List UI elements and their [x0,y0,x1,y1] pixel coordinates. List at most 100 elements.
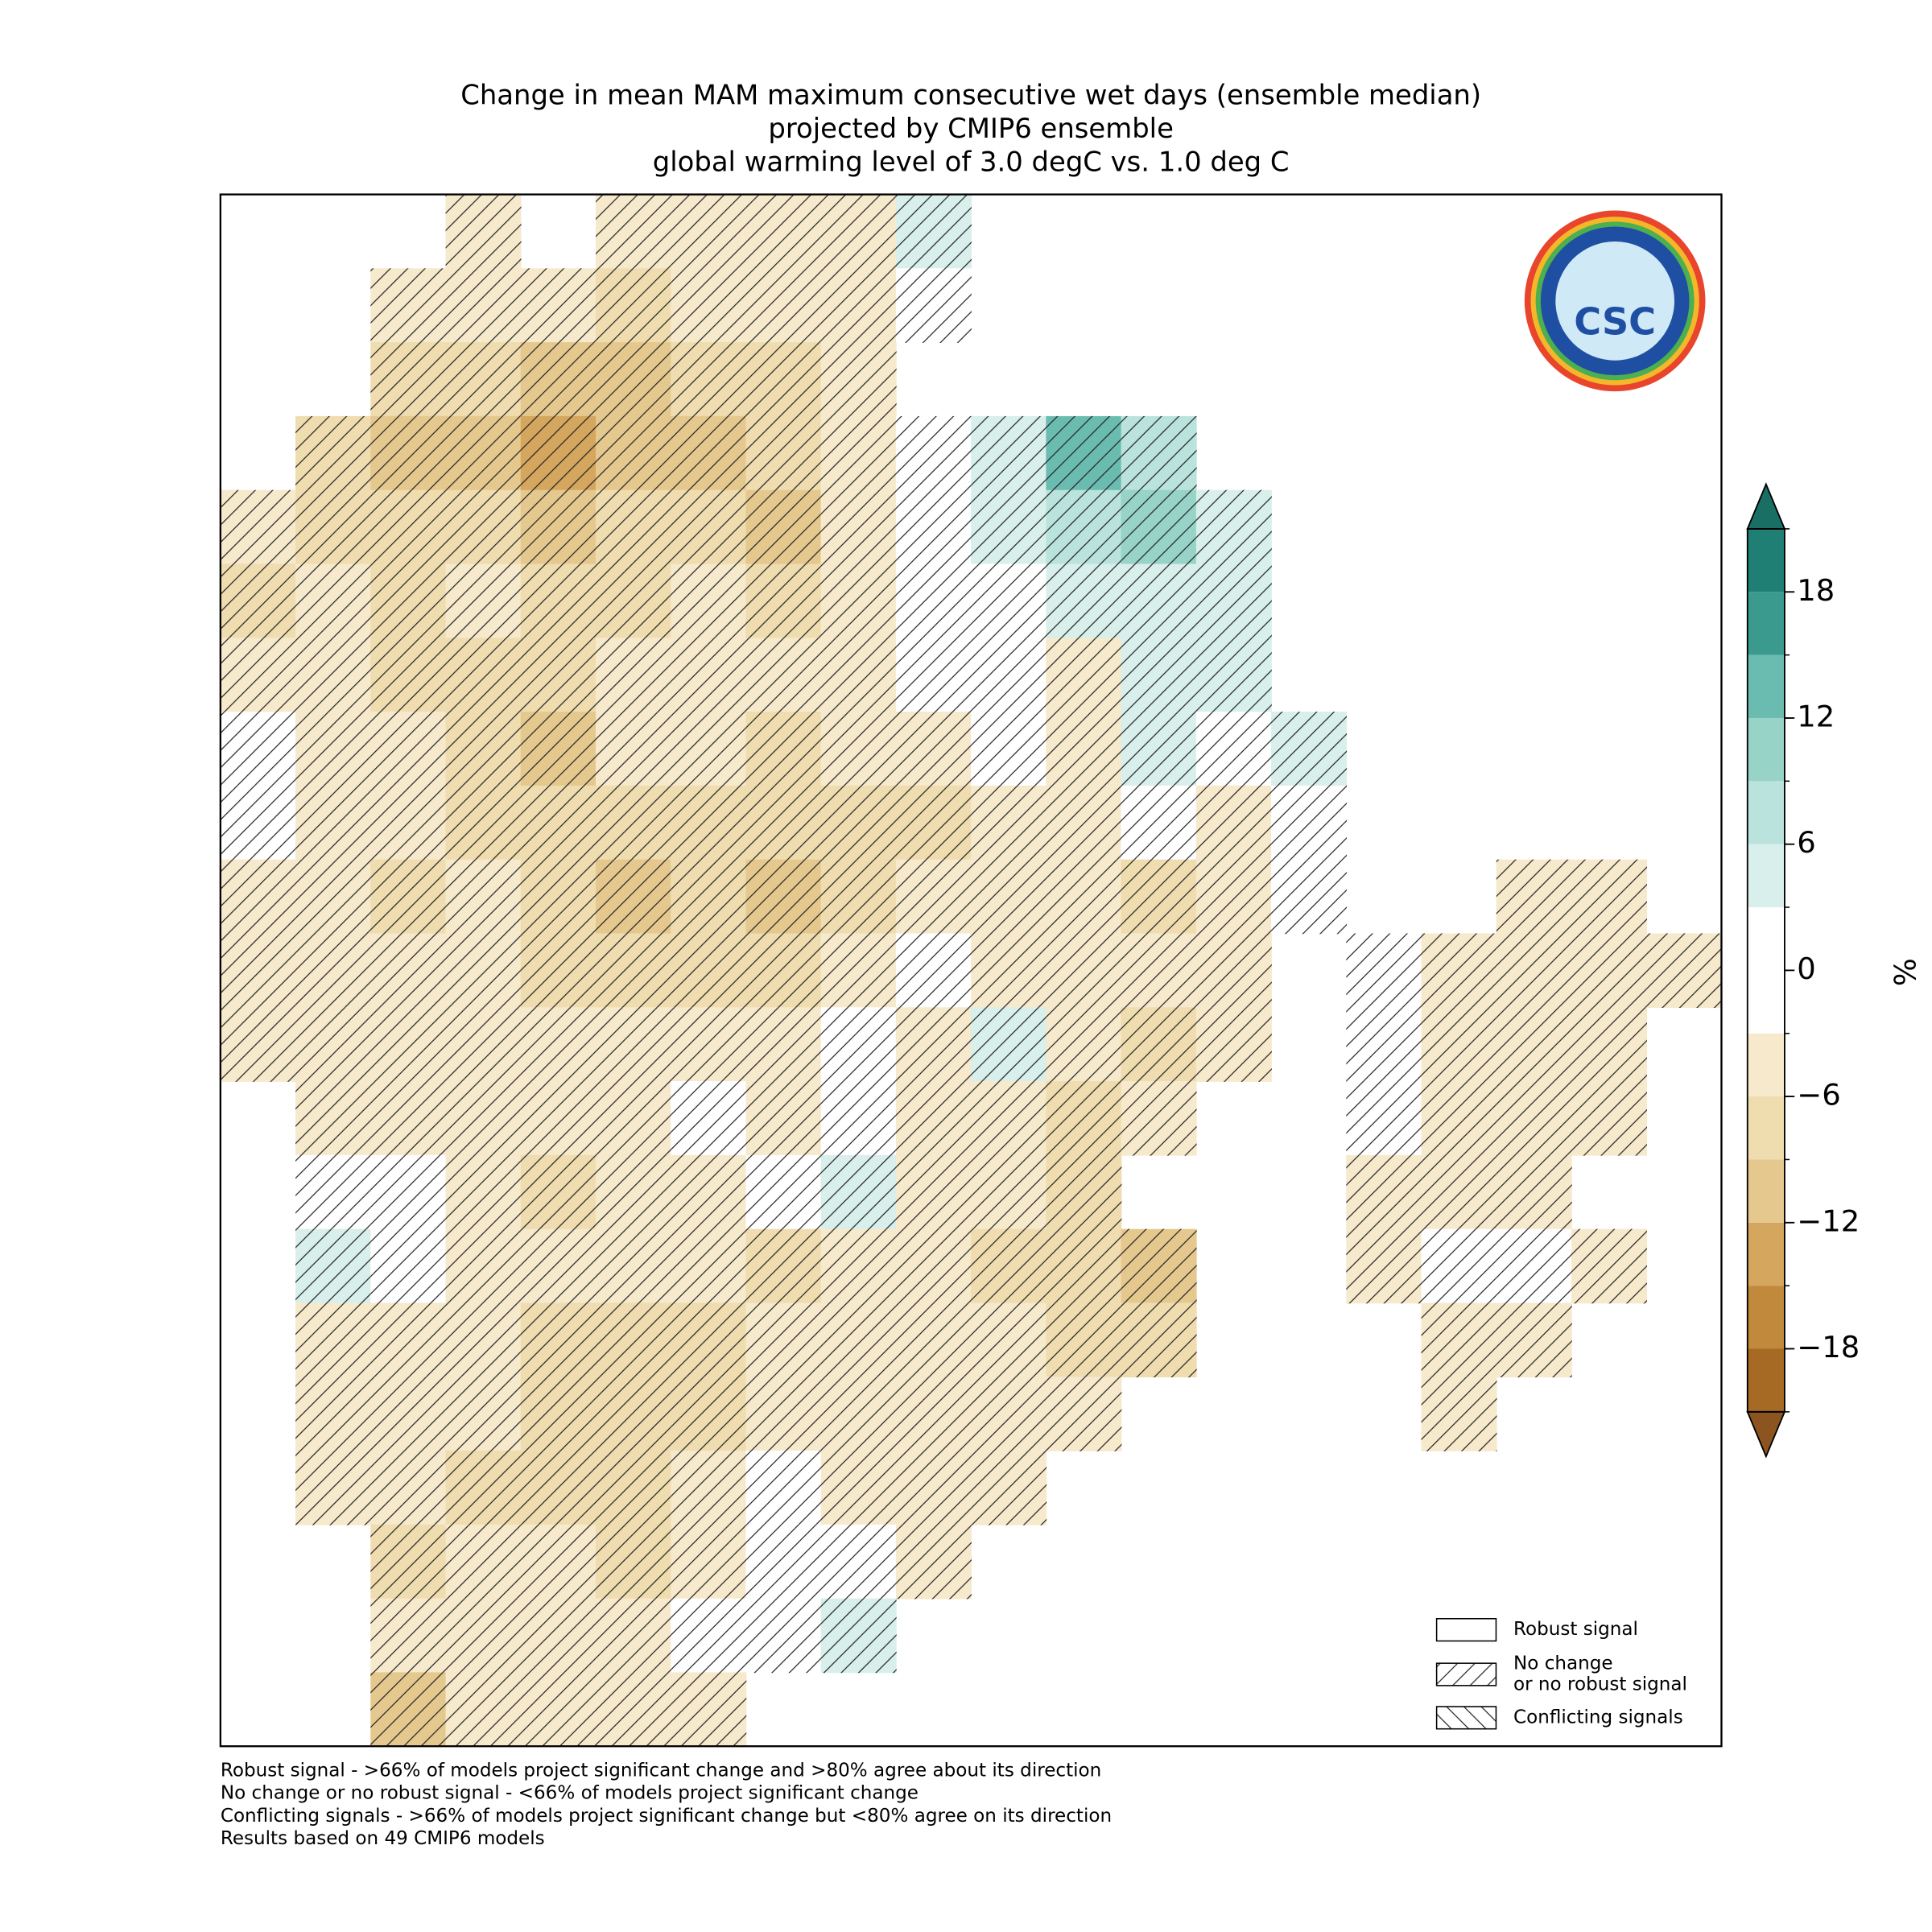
hatch-overlay [1046,638,1122,712]
hatch-overlay [445,1228,522,1304]
hatch-overlay [370,1302,447,1378]
hatch-overlay [295,712,372,786]
hatch-overlay [971,859,1047,935]
hatch-overlay [445,342,522,417]
hatch-overlay [370,489,447,565]
hatch-overlay [445,1154,522,1230]
hatch-overlay [1195,859,1272,935]
hatch-overlay [820,564,897,639]
hatch-overlay [745,194,822,270]
colorbar-tick-label: 18 [1797,573,1835,608]
hatch-overlay [971,1081,1047,1156]
hatch-overlay [370,1007,447,1082]
hatch-overlay [220,489,296,565]
hatch-overlay [220,712,296,786]
hatch-overlay [1121,415,1197,491]
hatch-overlay [820,859,897,935]
hatch-overlay [1046,1007,1122,1082]
hatch-overlay [671,859,747,935]
hatch-overlay [370,712,447,786]
hatch-overlay [1046,1302,1122,1378]
hatch-overlay [596,489,671,565]
hatch-overlay [1571,859,1647,935]
hatch-overlay [1571,1228,1647,1304]
map-cells [220,194,1722,1747]
hatch-overlay [596,564,671,639]
hatch-overlay [1046,415,1122,491]
hatch-overlay [1346,1007,1422,1082]
hatch-overlay [370,1154,447,1230]
hatch-overlay [820,1302,897,1378]
hatch-overlay [295,785,372,861]
footnotes: Robust signal - >66% of models project s… [221,1761,1112,1849]
hatch-overlay [671,194,747,270]
hatch-overlay [295,933,372,1009]
hatch-overlay [445,489,522,565]
hatch-overlay [971,1377,1047,1451]
colorbar-tick-label: 0 [1797,952,1815,986]
hatch-overlay [820,1598,897,1674]
hatch-overlay [445,933,522,1009]
hatch-overlay [745,1451,822,1525]
hatch-overlay [971,1451,1047,1525]
hatch-overlay [445,564,522,639]
hatch-overlay [1121,638,1197,712]
hatch-overlay [671,1672,747,1747]
hatch-overlay [971,712,1047,786]
hatch-overlay [820,1007,897,1082]
hatch-overlay [520,1302,597,1378]
colorbar-segment [1747,1222,1785,1286]
hatch-overlay [820,268,897,343]
colorbar-tick-label: −18 [1797,1330,1860,1364]
colorbar-segment [1747,970,1785,1034]
hatch-overlay [895,638,972,712]
hatch-overlay [671,489,747,565]
hatch-overlay [1571,933,1647,1009]
hatch-overlay [671,1598,747,1674]
hatch-overlay [745,1228,822,1304]
hatch-overlay [745,1007,822,1082]
hatch-overlay [220,564,296,639]
hatch-overlay [745,489,822,565]
hatch-overlay [820,1524,897,1600]
hatch-overlay [1421,1377,1497,1451]
hatch-overlay [1346,933,1422,1009]
hatch-overlay [671,1007,747,1082]
hatch-overlay [1496,859,1572,935]
hatch-overlay [596,1228,671,1304]
hatch-overlay [1046,859,1122,935]
colorbar-segment [1747,907,1785,971]
hatch-overlay [671,1451,747,1525]
hatch-overlay [820,1228,897,1304]
hatch-overlay [445,1302,522,1378]
hatch-overlay [596,859,671,935]
footnote: Conflicting signals - >66% of models pro… [221,1806,1112,1827]
legend-label: Conflicting signals [1513,1707,1683,1728]
hatch-overlay [295,1007,372,1082]
hatch-overlay [671,415,747,491]
hatch-overlay [1346,1081,1422,1156]
hatch-overlay [745,564,822,639]
colorbar-segment [1747,844,1785,908]
hatch-overlay [520,489,597,565]
hatch-overlay [820,712,897,786]
hatch-overlay [596,933,671,1009]
colorbar-segment [1747,1159,1785,1223]
hatch-overlay [671,712,747,786]
hatch-overlay [370,1228,447,1304]
hatch-overlay [671,933,747,1009]
hatch-overlay [445,785,522,861]
colorbar: −18 −12 −6 0 6 12 18 [1746,482,1860,1459]
hatch-overlay [596,268,671,343]
hatch-overlay [1571,1007,1647,1082]
hatch-overlay [820,415,897,491]
hatch-overlay [820,342,897,417]
hatch-overlay [596,342,671,417]
hatch-overlay [1271,712,1348,786]
hatch-overlay [971,1007,1047,1082]
hatch-overlay [1195,489,1272,565]
hatch-overlay [1195,1007,1272,1082]
footnote: Results based on 49 CMIP6 models [221,1828,545,1849]
colorbar-segment [1747,1348,1785,1412]
